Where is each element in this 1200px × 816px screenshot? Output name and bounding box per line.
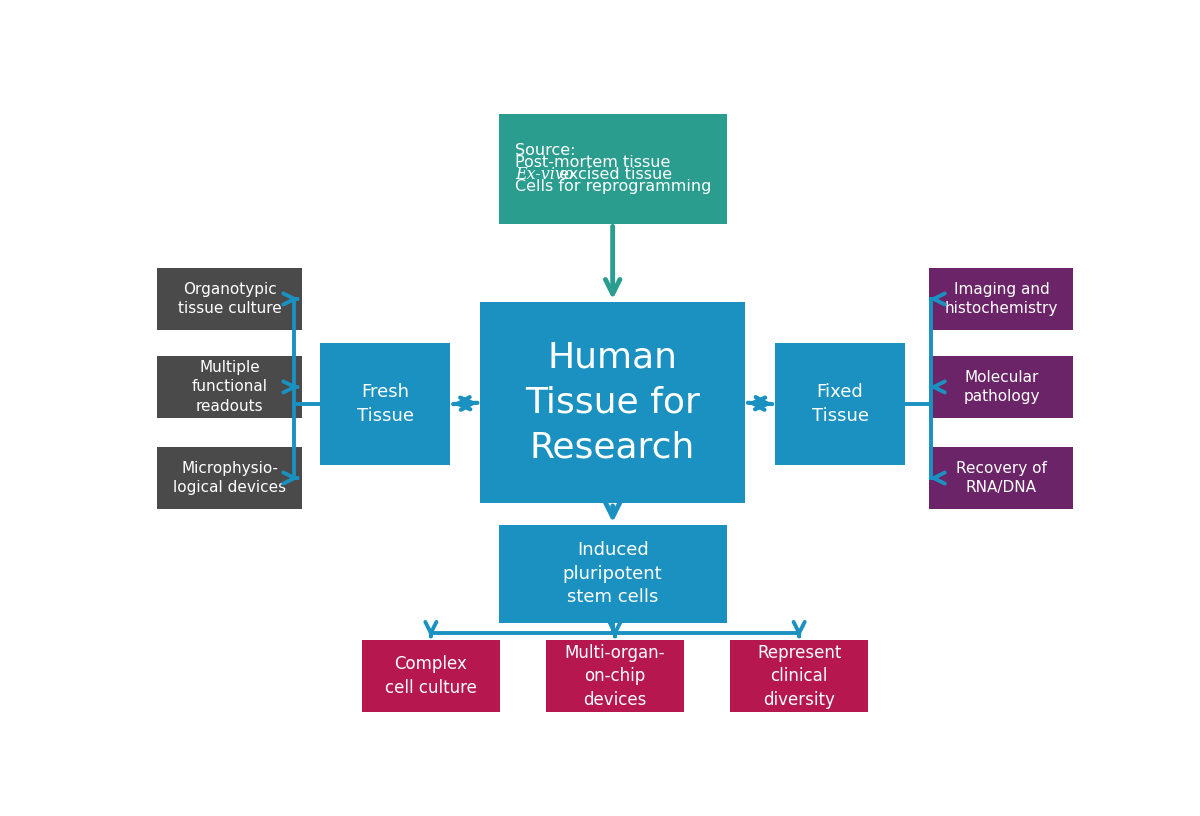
FancyBboxPatch shape [499, 113, 727, 224]
Text: Ex-vivo: Ex-vivo [516, 166, 574, 184]
Text: Imaging and
histochemistry: Imaging and histochemistry [944, 282, 1058, 317]
Text: Recovery of
RNA/DNA: Recovery of RNA/DNA [956, 461, 1046, 495]
Text: Human
Tissue for
Research: Human Tissue for Research [526, 341, 700, 464]
FancyBboxPatch shape [157, 268, 301, 330]
Text: Complex
cell culture: Complex cell culture [385, 655, 476, 697]
Text: excised tissue: excised tissue [554, 167, 672, 182]
Text: Microphysio-
logical devices: Microphysio- logical devices [173, 461, 286, 495]
FancyBboxPatch shape [480, 302, 745, 503]
Text: Source:: Source: [516, 143, 576, 157]
Text: Multi-organ-
on-chip
devices: Multi-organ- on-chip devices [565, 644, 665, 709]
Text: Post-mortem tissue: Post-mortem tissue [516, 155, 671, 170]
Text: Fixed
Tissue: Fixed Tissue [811, 384, 869, 425]
FancyBboxPatch shape [362, 641, 499, 712]
Text: Represent
clinical
diversity: Represent clinical diversity [757, 644, 841, 709]
FancyBboxPatch shape [320, 343, 450, 465]
FancyBboxPatch shape [731, 641, 868, 712]
FancyBboxPatch shape [499, 526, 727, 623]
FancyBboxPatch shape [157, 356, 301, 419]
FancyBboxPatch shape [929, 446, 1074, 509]
Text: Cells for reprogramming: Cells for reprogramming [516, 180, 712, 194]
Text: Multiple
functional
readouts: Multiple functional readouts [192, 360, 268, 415]
FancyBboxPatch shape [546, 641, 684, 712]
Text: Fresh
Tissue: Fresh Tissue [356, 384, 414, 425]
Text: Induced
pluripotent
stem cells: Induced pluripotent stem cells [563, 541, 662, 606]
Text: Molecular
pathology: Molecular pathology [964, 370, 1039, 405]
FancyBboxPatch shape [929, 356, 1074, 419]
FancyBboxPatch shape [157, 446, 301, 509]
Text: Organotypic
tissue culture: Organotypic tissue culture [178, 282, 281, 317]
FancyBboxPatch shape [929, 268, 1074, 330]
FancyBboxPatch shape [775, 343, 905, 465]
